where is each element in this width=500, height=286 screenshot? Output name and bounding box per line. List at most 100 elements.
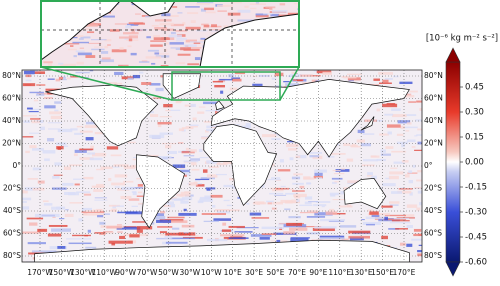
texture xyxy=(396,141,408,145)
texture xyxy=(183,160,199,163)
inset-texture xyxy=(201,23,209,26)
texture xyxy=(389,204,399,206)
colorbar-tick-label: -0.15 xyxy=(465,183,487,193)
texture xyxy=(332,199,346,201)
texture xyxy=(202,169,208,173)
inset-texture xyxy=(153,37,170,41)
texture xyxy=(215,208,229,212)
texture xyxy=(206,174,218,178)
texture xyxy=(228,225,245,228)
texture xyxy=(409,192,413,196)
texture xyxy=(413,228,422,232)
texture xyxy=(25,150,30,154)
texture xyxy=(29,222,38,226)
inset-texture xyxy=(80,36,91,39)
inset-texture xyxy=(216,4,233,7)
texture xyxy=(223,199,230,202)
texture xyxy=(27,107,33,110)
texture xyxy=(228,74,234,78)
texture xyxy=(292,182,304,185)
texture xyxy=(405,130,410,132)
texture xyxy=(234,231,253,233)
texture xyxy=(188,182,198,186)
texture xyxy=(22,231,41,234)
texture xyxy=(90,145,95,149)
texture xyxy=(414,135,418,137)
texture xyxy=(156,219,172,223)
texture xyxy=(387,131,392,135)
texture xyxy=(285,192,298,195)
inset-texture xyxy=(73,55,77,58)
texture xyxy=(191,162,197,166)
inset-texture xyxy=(255,14,269,18)
texture xyxy=(271,77,277,80)
texture xyxy=(132,74,141,79)
texture xyxy=(348,79,354,82)
texture xyxy=(290,237,310,239)
landmass xyxy=(343,178,387,210)
texture xyxy=(334,181,339,183)
inset-texture xyxy=(114,23,129,25)
texture xyxy=(114,71,124,76)
texture xyxy=(167,216,185,219)
texture xyxy=(180,172,191,176)
texture xyxy=(22,136,34,138)
texture xyxy=(293,193,307,198)
inset-texture xyxy=(99,59,114,63)
texture xyxy=(347,77,361,81)
texture xyxy=(200,177,216,180)
lon-label: 10°W xyxy=(201,268,222,277)
texture xyxy=(366,175,373,177)
inset-texture xyxy=(75,50,85,53)
inset-frame xyxy=(40,0,300,68)
inset-land xyxy=(199,13,299,67)
texture xyxy=(236,226,259,229)
texture xyxy=(131,191,137,193)
inset-texture xyxy=(271,10,288,13)
texture xyxy=(48,224,68,227)
texture xyxy=(157,121,172,125)
inset-texture xyxy=(90,39,107,41)
texture xyxy=(419,108,422,111)
texture xyxy=(339,225,357,228)
inset-texture xyxy=(190,20,196,23)
texture xyxy=(28,110,39,113)
inset-texture xyxy=(111,49,127,53)
texture xyxy=(406,204,418,208)
inset-texture xyxy=(176,40,184,42)
texture xyxy=(275,187,290,190)
texture xyxy=(347,180,361,184)
lon-label: 30°W xyxy=(180,268,201,277)
texture xyxy=(306,216,326,218)
texture xyxy=(199,198,213,202)
texture xyxy=(321,205,325,208)
texture xyxy=(384,216,389,221)
inset-texture xyxy=(165,42,169,45)
texture xyxy=(329,208,335,212)
texture xyxy=(309,155,320,158)
texture xyxy=(320,219,346,222)
inset-texture xyxy=(145,56,162,59)
texture xyxy=(116,226,141,230)
texture xyxy=(413,233,422,237)
texture xyxy=(28,132,40,134)
texture xyxy=(208,166,219,168)
texture xyxy=(296,199,300,202)
texture xyxy=(371,214,380,218)
texture xyxy=(384,113,394,116)
lat-label: 40°S xyxy=(3,206,21,215)
texture xyxy=(376,108,381,112)
texture xyxy=(288,148,297,151)
texture xyxy=(346,73,362,76)
texture xyxy=(51,228,71,232)
texture xyxy=(292,190,305,192)
texture xyxy=(68,164,82,166)
lon-label: 70°E xyxy=(288,268,306,277)
inset-texture xyxy=(172,6,178,8)
texture xyxy=(136,226,153,230)
lon-label: 50°W xyxy=(158,268,179,277)
texture xyxy=(125,211,150,215)
inset-texture xyxy=(200,8,206,12)
texture xyxy=(285,83,299,87)
texture xyxy=(197,111,205,114)
